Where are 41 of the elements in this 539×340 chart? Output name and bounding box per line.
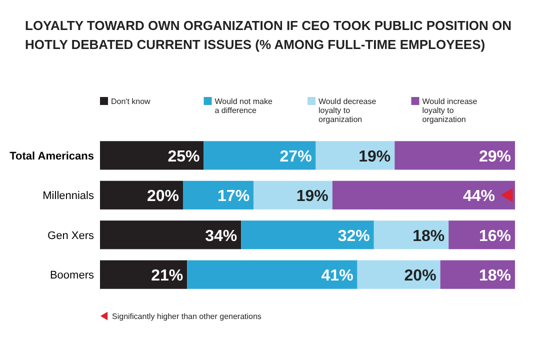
bar bbox=[374, 220, 449, 250]
legend-label: Would not make a difference bbox=[214, 97, 273, 115]
data-label: 19% bbox=[358, 148, 391, 166]
data-label: 29% bbox=[478, 148, 511, 166]
bar bbox=[100, 260, 188, 289]
legend-label: Significantly higher than other generations bbox=[112, 312, 262, 321]
bar bbox=[100, 220, 242, 250]
bar bbox=[204, 141, 316, 170]
data-label: 44% bbox=[462, 188, 495, 206]
bar bbox=[241, 220, 374, 250]
data-label: 20% bbox=[404, 268, 436, 285]
bar bbox=[394, 141, 515, 170]
data-label: 18% bbox=[412, 228, 445, 245]
bar bbox=[332, 180, 515, 210]
y-tick-label: Gen Xers bbox=[48, 230, 94, 242]
bar bbox=[183, 180, 254, 210]
chart-title: LOYALTY TOWARD OWN ORGANIZATION IF CEO TOOK PUBLIC POSITION ON HOTLY DEBATED CURRENT ISSUES (% AMONG FULL-TIME EMPLOYEES) bbox=[25, 18, 512, 52]
data-label: 27% bbox=[280, 148, 312, 166]
bar bbox=[254, 180, 332, 210]
data-label: 41% bbox=[321, 268, 354, 285]
legend-label: Don't know bbox=[111, 97, 151, 106]
data-label: 25% bbox=[168, 148, 200, 166]
data-label: 18% bbox=[478, 268, 511, 285]
legend-label: Would decrease loyalty to organization bbox=[318, 97, 377, 124]
data-label: 19% bbox=[296, 188, 328, 206]
y-tick-label: Millennials bbox=[42, 190, 94, 202]
data-label: 32% bbox=[338, 228, 370, 245]
bar bbox=[100, 180, 183, 210]
bar bbox=[316, 141, 395, 170]
data-label: 21% bbox=[151, 268, 184, 285]
y-tick-label: Boomers bbox=[50, 270, 94, 282]
data-label: 16% bbox=[478, 228, 511, 245]
legend-label: Would increase loyalty to organization bbox=[422, 97, 478, 124]
bar bbox=[100, 141, 204, 170]
y-tick-label: Total Americans bbox=[10, 150, 94, 162]
data-label: 34% bbox=[205, 228, 238, 245]
bar bbox=[187, 260, 358, 289]
bar bbox=[440, 260, 515, 289]
data-label: 17% bbox=[218, 188, 250, 206]
data-label: 20% bbox=[146, 188, 179, 206]
bar bbox=[357, 260, 440, 289]
